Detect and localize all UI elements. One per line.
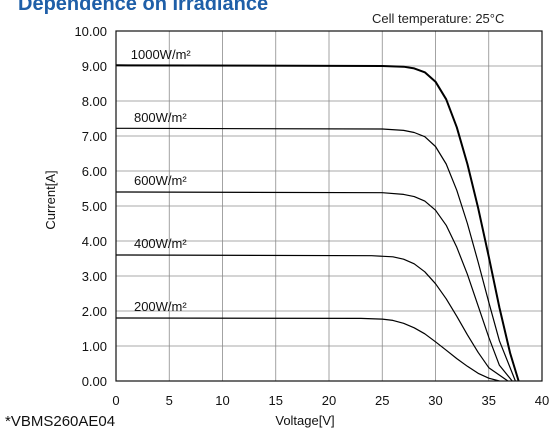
x-tick-label: 35: [482, 393, 496, 408]
y-tick-label: 8.00: [82, 94, 107, 109]
x-axis-ticks: 0 5 10 15 20 25 30 35 40: [112, 393, 549, 408]
x-tick-label: 30: [428, 393, 442, 408]
model-footnote: *VBMS260AE04: [5, 413, 115, 430]
iv-curve-series: [115, 254, 509, 382]
x-tick-label: 0: [112, 393, 119, 408]
y-axis-ticks: 0.00 1.00 2.00 3.00 4.00 5.00 6.00 7.00 8.00 9.00…: [74, 24, 107, 389]
series-label: 600W/m²: [134, 173, 187, 188]
x-tick-label: 15: [269, 393, 283, 408]
chart-title: Dependence on Irradiance: [18, 0, 268, 15]
iv-curve-series: [115, 127, 516, 382]
y-tick-label: 7.00: [82, 129, 107, 144]
series-label: 200W/m²: [134, 299, 187, 314]
y-tick-label: 5.00: [82, 199, 107, 214]
series-labels: 1000W/m² 800W/m² 600W/m² 400W/m² 200W/m²: [131, 47, 192, 314]
iv-curve-series: [115, 64, 520, 382]
y-tick-label: 2.00: [82, 304, 107, 319]
y-tick-label: 9.00: [82, 59, 107, 74]
iv-curve-series: [115, 191, 513, 382]
y-tick-label: 1.00: [82, 339, 107, 354]
x-tick-label: 20: [322, 393, 336, 408]
y-tick-label: 0.00: [82, 374, 107, 389]
grid: [116, 31, 542, 381]
series-label: 800W/m²: [134, 110, 187, 125]
y-tick-label: 10.00: [74, 24, 107, 39]
series-label: 400W/m²: [134, 236, 187, 251]
iv-curves: [115, 64, 520, 382]
plot-frame: [115, 30, 543, 382]
x-tick-label: 40: [535, 393, 549, 408]
x-tick-label: 25: [375, 393, 389, 408]
cell-temperature-note: Cell temperature: 25°C: [372, 11, 504, 26]
x-tick-label: 5: [166, 393, 173, 408]
iv-curve-series: [115, 317, 500, 382]
y-axis-label: Current[A]: [43, 170, 58, 229]
y-tick-label: 3.00: [82, 269, 107, 284]
y-tick-label: 4.00: [82, 234, 107, 249]
y-tick-label: 6.00: [82, 164, 107, 179]
x-tick-label: 10: [215, 393, 229, 408]
x-axis-label: Voltage[V]: [275, 413, 334, 428]
series-label: 1000W/m²: [131, 47, 192, 62]
